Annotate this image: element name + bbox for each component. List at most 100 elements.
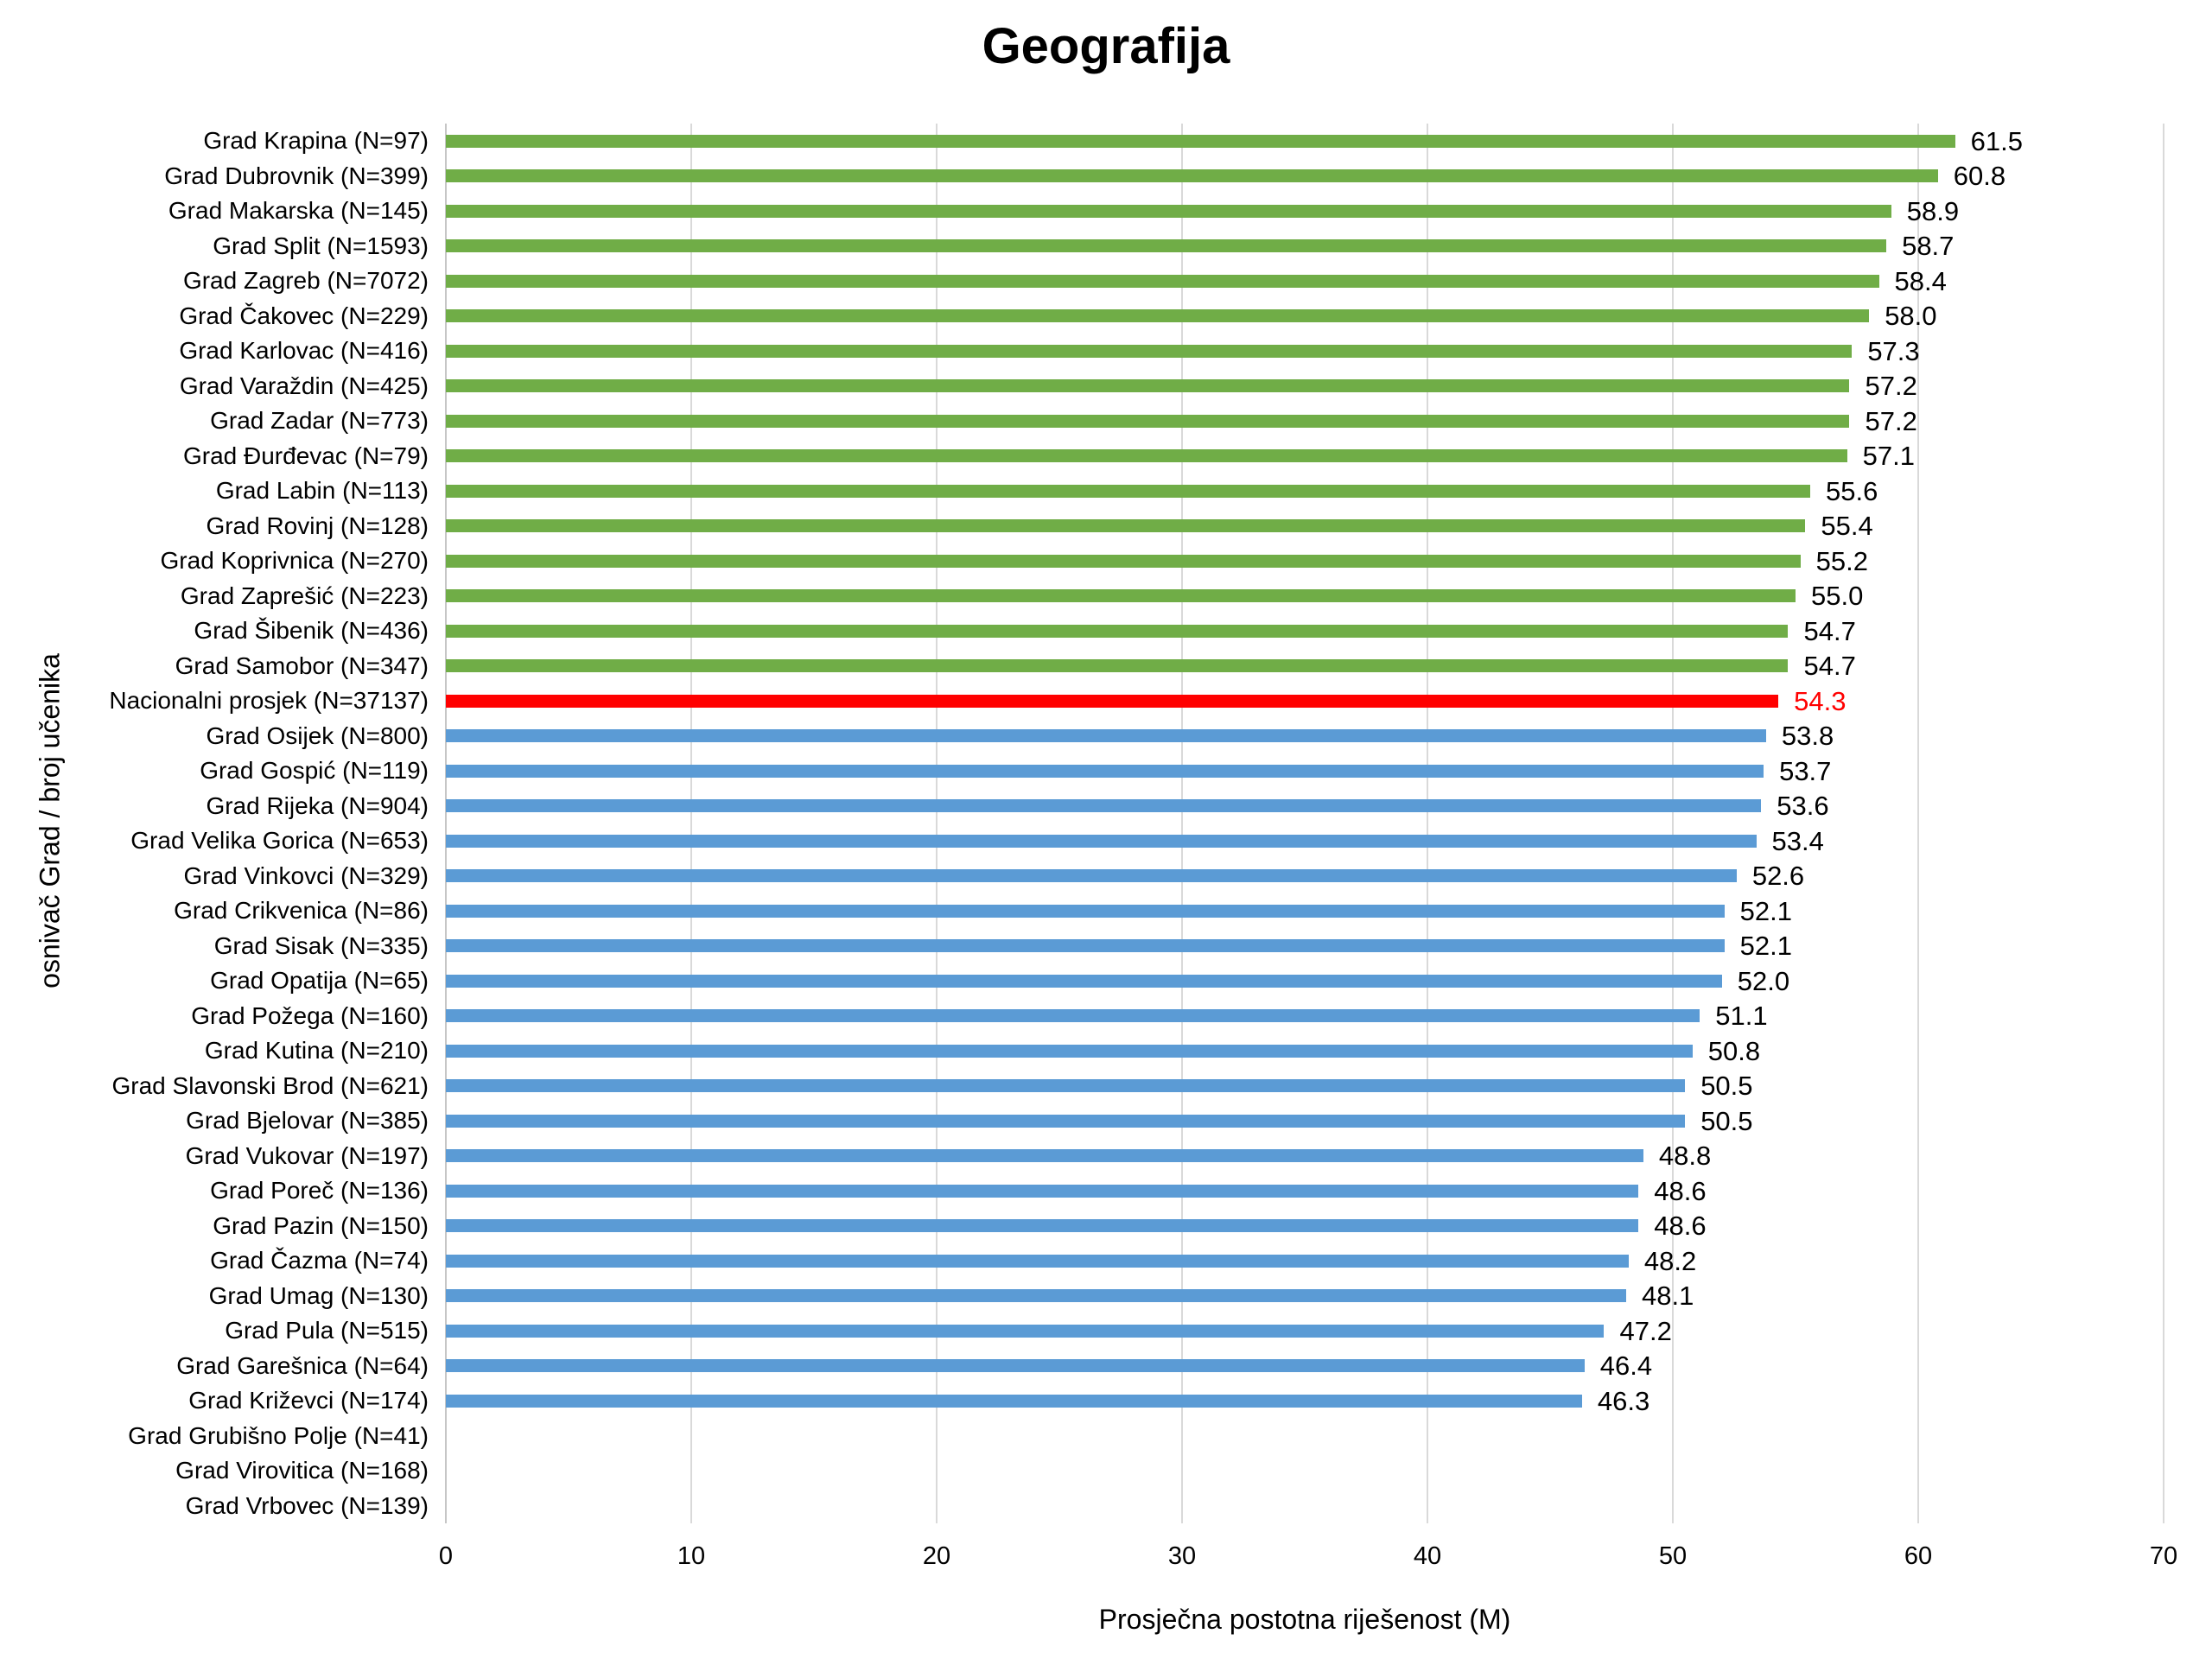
- category-label: Grad Labin (N=113): [215, 477, 429, 505]
- category-label: Grad Vukovar (N=197): [185, 1141, 429, 1169]
- bar: [446, 519, 1806, 533]
- category-label: Grad Rovinj (N=128): [206, 512, 429, 539]
- bar-row: 57.1: [446, 439, 2164, 474]
- bar-row: 53.4: [446, 823, 2164, 859]
- category-axis-labels: Grad Krapina (N=97) Grad Dubrovnik (N=399…: [0, 124, 437, 1523]
- x-tick-label: 0: [438, 1542, 454, 1570]
- bar-value-label: 48.6: [1654, 1175, 1707, 1206]
- bar-row: 52.0: [446, 963, 2164, 999]
- category-label: Grad Virovitica (N=168): [175, 1457, 429, 1484]
- category-label: Grad Sisak (N=335): [213, 931, 429, 959]
- bar: [446, 484, 1811, 498]
- bar: [446, 694, 1779, 708]
- bar: [446, 939, 1725, 953]
- bar-row: 55.0: [446, 579, 2164, 614]
- category-label: Grad Šibenik (N=436): [194, 617, 429, 645]
- bar: [446, 344, 1853, 358]
- bar-series: 61.5 60.8 58.9 58.7 58.4 58.0 57.3 57.2 57.2 57.1…: [446, 124, 2164, 1523]
- category-label: Grad Zadar (N=773): [210, 407, 429, 435]
- bar: [446, 834, 1757, 848]
- bar-row: 52.1: [446, 929, 2164, 964]
- bar: [446, 1044, 1693, 1058]
- bar-value-label: 54.7: [1803, 651, 1856, 682]
- bar-value-label: 57.3: [1867, 335, 1920, 366]
- x-tick-label: 50: [1658, 1542, 1688, 1570]
- bar: [446, 974, 1722, 988]
- bar-row: 48.6: [446, 1209, 2164, 1244]
- category-label: Grad Varaždin (N=425): [179, 372, 429, 399]
- gridline: [690, 124, 692, 1523]
- bar-value-label: 48.6: [1654, 1211, 1707, 1242]
- bar: [446, 379, 1850, 393]
- bar-row: [446, 1419, 2164, 1454]
- category-label: Grad Velika Gorica (N=653): [130, 827, 429, 855]
- category-label: Grad Pazin (N=150): [213, 1211, 429, 1239]
- x-tick-label: 40: [1413, 1542, 1442, 1570]
- bar-value-label: 52.1: [1739, 895, 1792, 926]
- bar-value-label: 54.7: [1803, 615, 1856, 646]
- bar: [446, 134, 1955, 148]
- plot-area: 61.5 60.8 58.9 58.7 58.4 58.0 57.3 57.2 57.2 57.1…: [445, 124, 2164, 1523]
- category-label: Grad Karlovac (N=416): [179, 337, 429, 365]
- bar-value-label: 53.4: [1771, 825, 1824, 856]
- bar: [446, 659, 1789, 673]
- bar-row: 53.8: [446, 719, 2164, 754]
- bar-row: 51.1: [446, 999, 2164, 1034]
- bar: [446, 904, 1725, 918]
- gridline: [1181, 124, 1183, 1523]
- bar-row: [446, 1489, 2164, 1524]
- bar-row: 48.1: [446, 1279, 2164, 1314]
- bar: [446, 1079, 1686, 1093]
- bar: [446, 1254, 1629, 1268]
- bar-value-label: 55.2: [1815, 545, 1869, 576]
- x-tick-label: 30: [1167, 1542, 1197, 1570]
- bar: [446, 729, 1766, 743]
- category-label: Grad Đurđevac (N=79): [182, 442, 429, 469]
- bar-value-label: 58.4: [1894, 265, 1947, 296]
- bar-value-label: 50.8: [1707, 1035, 1761, 1066]
- bar-value-label: 46.3: [1597, 1385, 1650, 1416]
- bar-row: 57.2: [446, 404, 2164, 439]
- bar-row: 48.2: [446, 1243, 2164, 1279]
- x-tick-label: 60: [1904, 1542, 1933, 1570]
- bar-value-label: 53.8: [1781, 721, 1834, 752]
- category-label: Grad Zaprešić (N=223): [180, 582, 429, 609]
- bar-row: 48.8: [446, 1139, 2164, 1174]
- bar-row: 58.4: [446, 264, 2164, 299]
- bar: [446, 1359, 1585, 1373]
- category-label: Grad Osijek (N=800): [206, 721, 429, 749]
- bar-row: 57.3: [446, 334, 2164, 369]
- bar-value-label: 52.1: [1739, 931, 1792, 962]
- bar-value-label: 53.6: [1777, 791, 1829, 822]
- category-label: Grad Kutina (N=210): [204, 1037, 429, 1065]
- category-label: Grad Bjelovar (N=385): [186, 1107, 429, 1135]
- bar: [446, 869, 1737, 883]
- category-label: Grad Makarska (N=145): [168, 197, 429, 225]
- category-label: Grad Grubišno Polje (N=41): [128, 1421, 429, 1449]
- bar-value-label: 53.7: [1779, 755, 1832, 786]
- bar-value-label: 50.5: [1700, 1071, 1753, 1102]
- gridline: [1426, 124, 1428, 1523]
- bar-value-label: 58.7: [1902, 231, 1955, 262]
- category-label: Grad Samobor (N=347): [175, 652, 429, 679]
- bar-row: 50.8: [446, 1033, 2164, 1069]
- gridlines: [445, 124, 2164, 1523]
- bar: [446, 1394, 1582, 1408]
- bar-row: 60.8: [446, 159, 2164, 194]
- bar-row: 53.7: [446, 753, 2164, 789]
- bar-row: [446, 1453, 2164, 1489]
- bar: [446, 1114, 1686, 1128]
- bar: [446, 1324, 1605, 1338]
- bar-value-label: 50.5: [1700, 1105, 1753, 1136]
- bar-value-label: 58.0: [1885, 301, 1937, 332]
- bar: [446, 624, 1789, 638]
- bar-row: 54.3: [446, 683, 2164, 719]
- bar-row: 55.2: [446, 543, 2164, 579]
- x-tick-label: 10: [677, 1542, 706, 1570]
- bar: [446, 1149, 1643, 1163]
- category-label: Grad Garešnica (N=64): [176, 1351, 429, 1379]
- bar-value-label: 57.2: [1865, 371, 1917, 402]
- bar-value-label: 48.2: [1643, 1245, 1697, 1276]
- bar: [446, 1184, 1639, 1198]
